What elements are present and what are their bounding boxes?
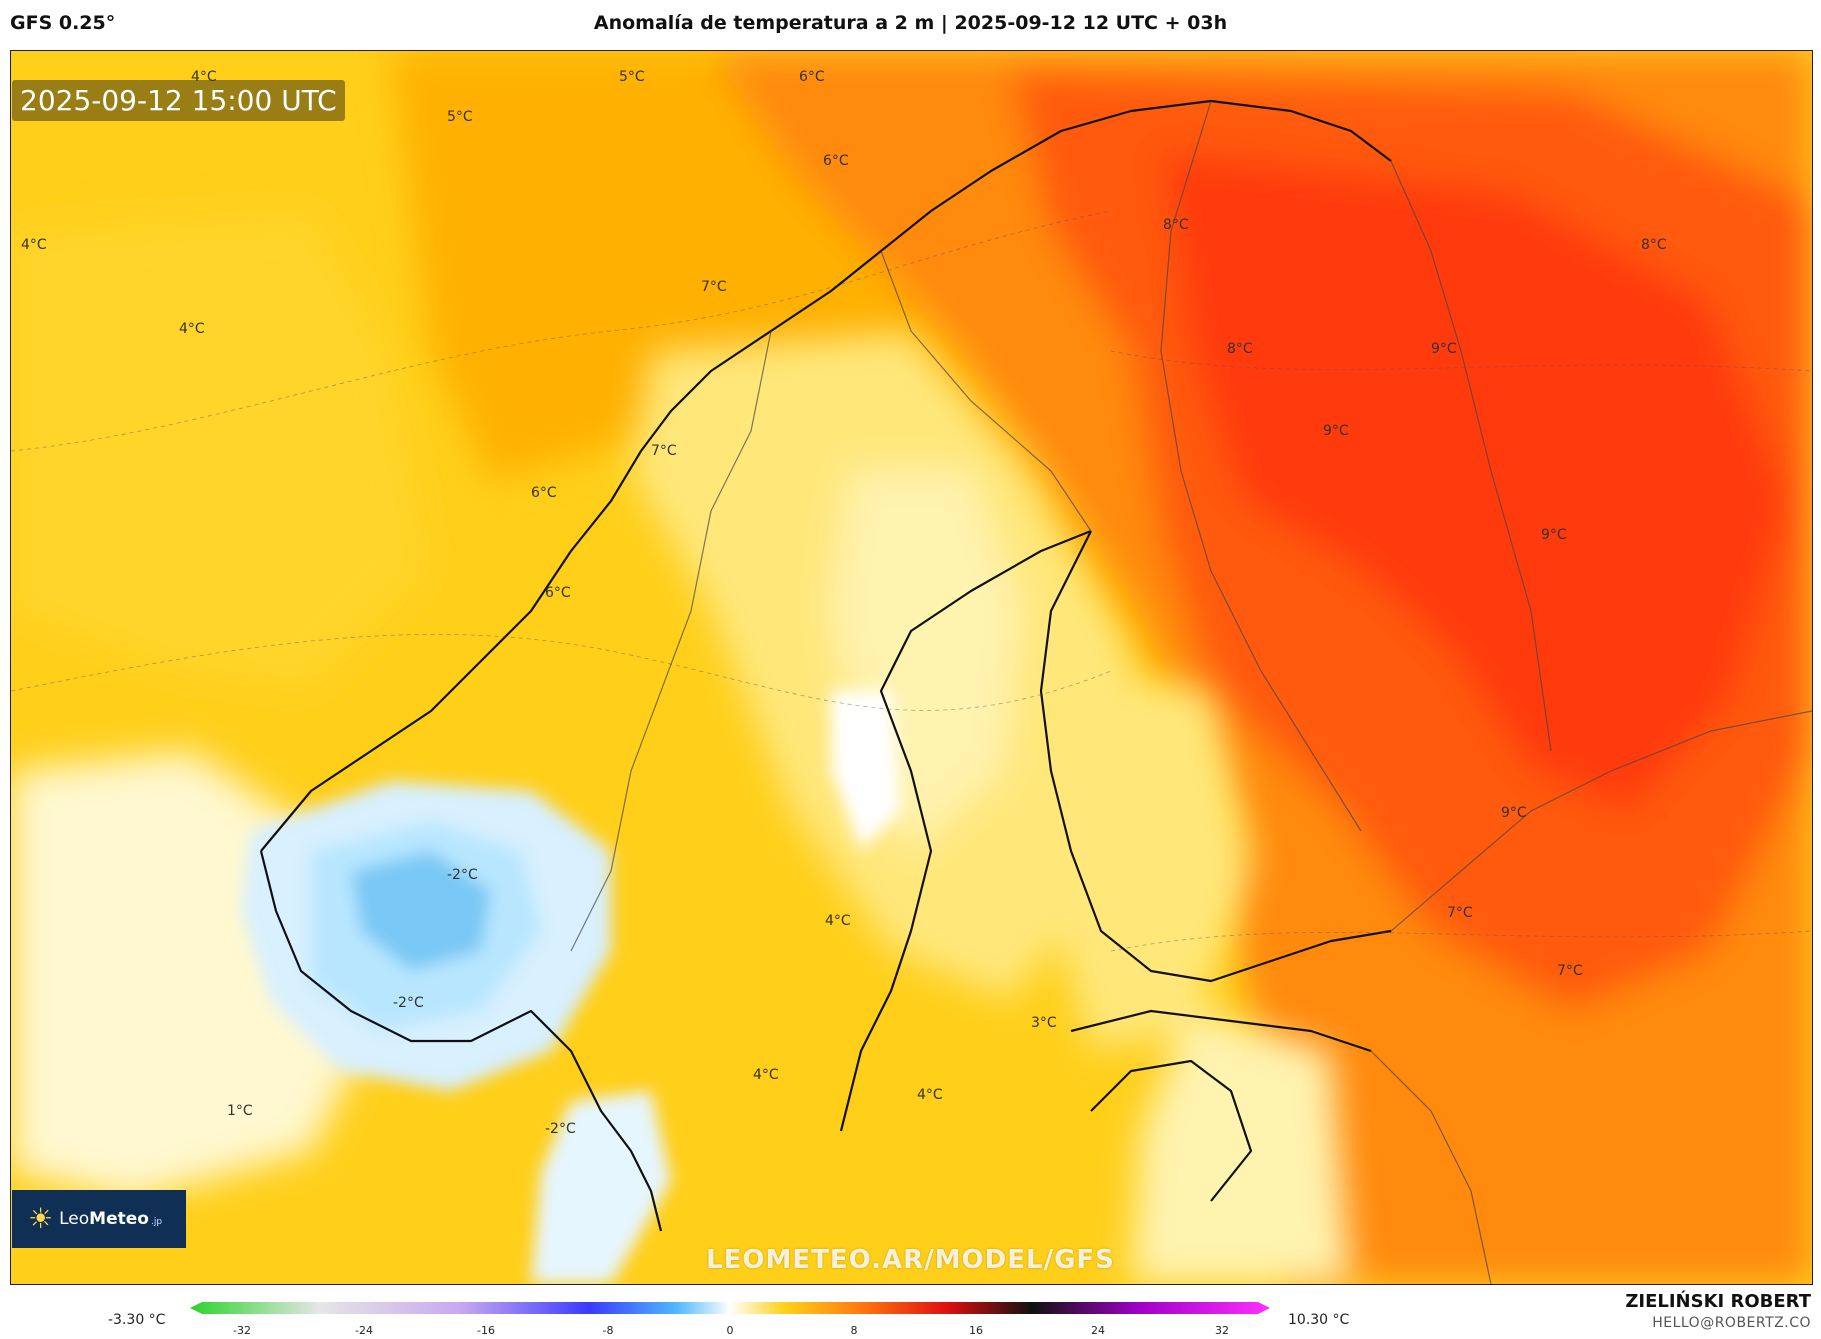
watermark-url: LEOMETEO.AR/MODEL/GFS [706, 1245, 1115, 1275]
contour-label: 6°C [823, 153, 849, 169]
colorbar-tick: -8 [602, 1324, 614, 1337]
contour-label: 6°C [799, 69, 825, 85]
colorbar-tick: 8 [850, 1324, 858, 1337]
colorbar-tick: -24 [355, 1324, 373, 1337]
contour-label: 1°C [227, 1103, 253, 1119]
contour-label: 9°C [1431, 341, 1457, 357]
contour-label: 7°C [651, 443, 677, 459]
contour-label: 6°C [545, 585, 571, 601]
colorbar-tick: -32 [233, 1324, 251, 1337]
contour-label: 8°C [1641, 237, 1667, 253]
contour-label: 4°C [825, 913, 851, 929]
map-title: Anomalía de temperatura a 2 m | 2025-09-… [593, 12, 1228, 34]
contour-label: 7°C [1447, 905, 1473, 921]
contour-label: 9°C [1501, 805, 1527, 821]
contour-label: 5°C [619, 69, 645, 85]
colorbar-tick: 24 [1091, 1324, 1105, 1337]
colorbar-max-label: 10.30 °C [1288, 1312, 1350, 1328]
contour-label: 4°C [179, 321, 205, 337]
contour-label: -2°C [447, 867, 478, 883]
contour-label: 9°C [1323, 423, 1349, 439]
contour-label: -2°C [545, 1121, 576, 1137]
contour-label: 3°C [1031, 1015, 1057, 1031]
temperature-anomaly-map [11, 51, 1812, 1284]
colorbar-tick: -16 [477, 1324, 495, 1337]
colorbar-tick: 0 [726, 1324, 734, 1337]
author-email[interactable]: HELLO@ROBERTZ.CO [1652, 1315, 1811, 1331]
logo-text: LeoMeteo .jp [59, 1209, 163, 1229]
model-name: GFS 0.25° [10, 12, 116, 34]
contour-label: 4°C [917, 1087, 943, 1103]
contour-label: 9°C [1541, 527, 1567, 543]
map-canvas[interactable]: 4°C 5°C 6°C 5°C 6°C 4°C 4°C 8°C 8°C 8°C … [10, 50, 1813, 1285]
contour-label: 4°C [21, 237, 47, 253]
contour-label: -2°C [393, 995, 424, 1011]
author-name: ZIELIŃSKI ROBERT [1625, 1291, 1811, 1312]
colorbar-min-label: -3.30 °C [108, 1312, 166, 1328]
contour-label: 8°C [1227, 341, 1253, 357]
colorbar-tick: 32 [1215, 1324, 1229, 1337]
contour-label: 8°C [1163, 217, 1189, 233]
colorbar-tick: 16 [969, 1324, 983, 1337]
contour-label: 6°C [531, 485, 557, 501]
contour-label: 5°C [447, 109, 473, 125]
leometeo-logo[interactable]: ☀ LeoMeteo .jp [12, 1190, 186, 1248]
contour-label: 7°C [701, 279, 727, 295]
contour-label: 4°C [753, 1067, 779, 1083]
contour-label: 7°C [1557, 963, 1583, 979]
colorbar [190, 1302, 1270, 1314]
valid-time-badge: 2025-09-12 15:00 UTC [12, 80, 345, 121]
sun-icon: ☀ [28, 1202, 54, 1235]
